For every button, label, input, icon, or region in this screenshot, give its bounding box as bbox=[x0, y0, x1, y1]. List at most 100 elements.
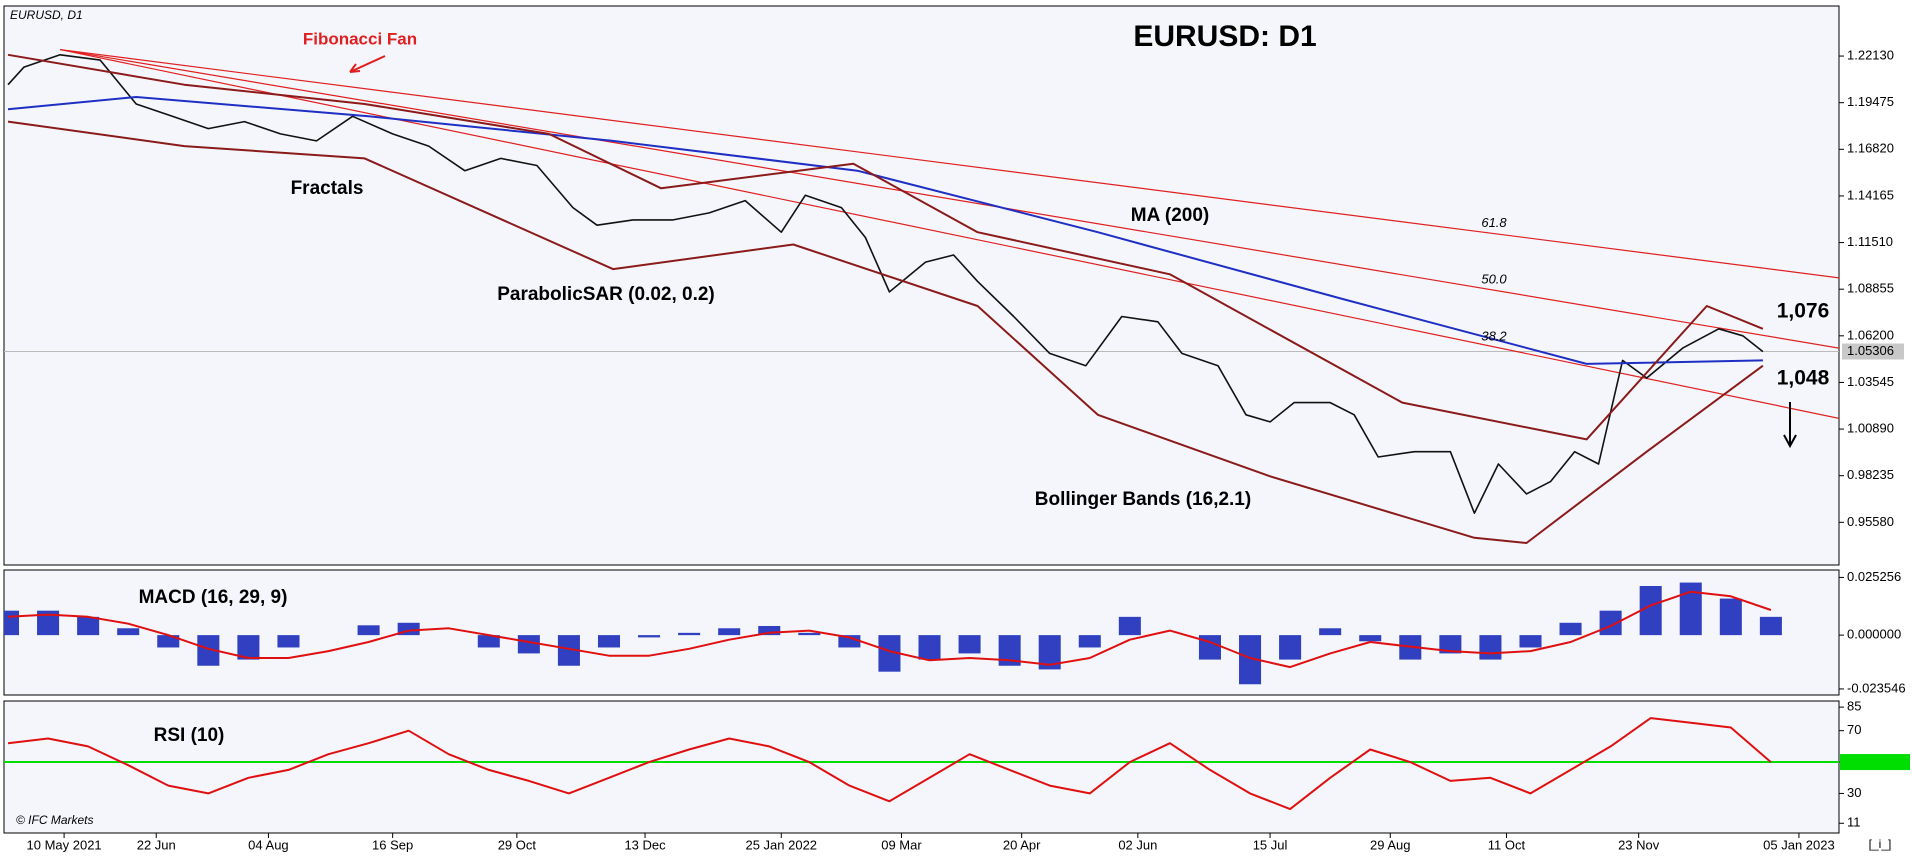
y-tick-label: 0.95580 bbox=[1847, 514, 1894, 529]
y-tick-label: 70 bbox=[1847, 722, 1861, 737]
histogram-bar bbox=[918, 635, 941, 660]
target-label: 1,048 bbox=[1777, 367, 1830, 390]
plot-area bbox=[4, 717, 1839, 811]
level-box bbox=[1840, 754, 1910, 771]
plot-area bbox=[4, 582, 1782, 685]
y-tick-label: 0.98235 bbox=[1847, 467, 1894, 482]
y-tick-label: 0.000000 bbox=[1847, 627, 1901, 642]
x-tick-label: 16 Sep bbox=[372, 837, 413, 852]
panel-title: MACD (16, 29, 9) bbox=[139, 587, 288, 608]
histogram-bar bbox=[4, 610, 20, 636]
fib-line bbox=[59, 48, 1839, 419]
target-label: 1,076 bbox=[1777, 300, 1830, 323]
histogram-bar bbox=[1639, 585, 1662, 636]
series-line bbox=[7, 54, 1764, 514]
last-price-label: 1.05306 bbox=[1847, 343, 1894, 358]
histogram-bar bbox=[718, 628, 741, 636]
histogram-bar bbox=[1078, 635, 1101, 648]
y-tick-label: 1.19475 bbox=[1847, 94, 1894, 109]
rsi-panel bbox=[3, 700, 1840, 834]
histogram-bar bbox=[277, 635, 300, 648]
macd-panel bbox=[3, 569, 1840, 696]
histogram-bar bbox=[157, 635, 180, 648]
histogram-bar bbox=[1038, 635, 1061, 670]
histogram-bar bbox=[77, 616, 100, 636]
x-tick-label: 04 Aug bbox=[248, 837, 289, 852]
histogram-bar bbox=[477, 635, 500, 648]
histogram-bar bbox=[597, 635, 621, 648]
plot-area bbox=[4, 48, 1839, 544]
y-tick-label: 1.16820 bbox=[1847, 141, 1894, 156]
y-tick-label: 1.08855 bbox=[1847, 281, 1894, 296]
histogram-bar bbox=[557, 635, 580, 666]
x-tick-label: 20 Apr bbox=[1003, 837, 1041, 852]
y-tick-label: 1.22130 bbox=[1847, 47, 1894, 62]
x-tick-label: 10 May 2021 bbox=[27, 837, 102, 852]
histogram-bar bbox=[1279, 635, 1302, 660]
histogram-bar bbox=[878, 635, 901, 672]
histogram-bar bbox=[1759, 616, 1782, 636]
symbol: EURUSD, D1 bbox=[10, 8, 83, 22]
histogram-bar bbox=[357, 625, 380, 636]
y-tick-label: 85 bbox=[1847, 699, 1861, 714]
y-tick-label: 1.14165 bbox=[1847, 187, 1894, 202]
corner-mark: [_i_] bbox=[1869, 837, 1892, 851]
histogram-bar bbox=[197, 635, 220, 666]
histogram-bar bbox=[117, 628, 140, 636]
y-tick-label: 30 bbox=[1847, 785, 1861, 800]
histogram-bar bbox=[838, 635, 861, 648]
histogram-bar bbox=[237, 635, 260, 660]
x-tick-label: 29 Oct bbox=[498, 837, 537, 852]
histogram-bar bbox=[1559, 622, 1582, 636]
histogram-bar bbox=[37, 610, 60, 636]
histogram-bar bbox=[798, 632, 821, 636]
fib-label: 61.8 bbox=[1481, 215, 1507, 230]
histogram-bar bbox=[1519, 635, 1542, 648]
histogram-bar bbox=[1479, 635, 1502, 660]
y-tick-label: 0.025256 bbox=[1847, 569, 1901, 584]
histogram-bar bbox=[1719, 598, 1742, 636]
histogram-bar bbox=[1118, 616, 1141, 636]
histogram-bar bbox=[638, 635, 661, 638]
y-tick-label: -0.023546 bbox=[1847, 680, 1906, 695]
annotation: Bollinger Bands (16,2.1) bbox=[1035, 489, 1251, 510]
x-tick-label: 29 Aug bbox=[1370, 837, 1411, 852]
histogram-bar bbox=[1439, 635, 1462, 654]
price-panel bbox=[3, 5, 1840, 566]
fib-line bbox=[60, 48, 1839, 279]
histogram-bar bbox=[1239, 635, 1262, 685]
x-tick-label: 22 Jun bbox=[137, 837, 176, 852]
x-tick-label: 11 Oct bbox=[1488, 837, 1526, 852]
fib-label: 38.2 bbox=[1481, 328, 1507, 343]
x-tick-label: 13 Dec bbox=[624, 837, 666, 852]
x-tick-label: 09 Mar bbox=[881, 837, 922, 852]
panel-title: RSI (10) bbox=[154, 725, 225, 746]
series-line bbox=[7, 590, 1772, 669]
series-line bbox=[7, 96, 1763, 365]
series-line bbox=[7, 717, 1772, 811]
histogram-bar bbox=[678, 632, 701, 636]
annotation: ParabolicSAR (0.02, 0.2) bbox=[497, 284, 715, 305]
y-tick-label: 11 bbox=[1847, 815, 1861, 830]
copyright: © IFC Markets bbox=[16, 813, 94, 827]
histogram-bar bbox=[1359, 635, 1382, 642]
y-tick-label: 1.03545 bbox=[1847, 374, 1894, 389]
x-tick-label: 05 Jan 2023 bbox=[1763, 837, 1835, 852]
histogram-bar bbox=[1679, 582, 1702, 636]
x-tick-label: 25 Jan 2022 bbox=[745, 837, 817, 852]
annotation: Fibonacci Fan bbox=[303, 29, 417, 48]
chart-title: EURUSD: D1 bbox=[1133, 20, 1316, 53]
arrow bbox=[349, 55, 386, 73]
x-tick-label: 23 Nov bbox=[1618, 837, 1660, 852]
last-price-box bbox=[1842, 343, 1904, 360]
histogram-bar bbox=[517, 635, 540, 654]
series-line bbox=[7, 120, 1764, 544]
x-tick-label: 15 Jul bbox=[1253, 837, 1288, 852]
y-tick-label: 1.06200 bbox=[1847, 327, 1894, 342]
annotation: Fractals bbox=[291, 178, 364, 199]
histogram-bar bbox=[958, 635, 981, 654]
histogram-bar bbox=[758, 625, 781, 636]
series-line bbox=[7, 53, 1764, 441]
fib-label: 50.0 bbox=[1481, 272, 1507, 287]
